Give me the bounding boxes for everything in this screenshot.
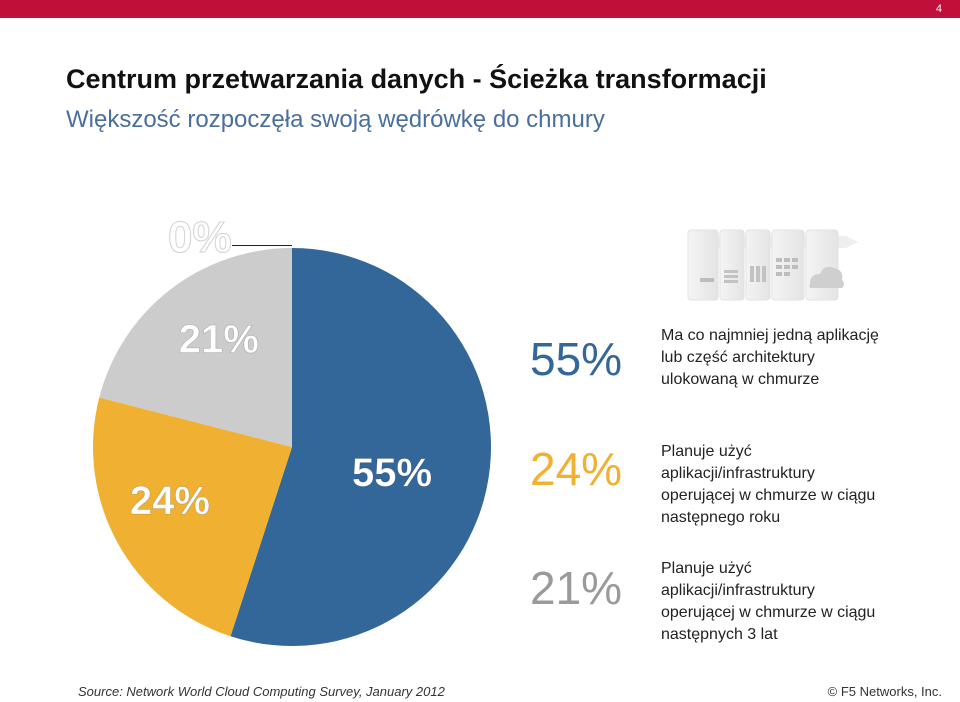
legend-pct-24: 24% <box>530 443 623 495</box>
legend-line: aplikacji/infrastruktury <box>661 465 815 482</box>
slide-title: Centrum przetwarzania danych - Ścieżka t… <box>66 64 767 94</box>
legend-line: operującej w chmurze w ciągu <box>661 487 876 504</box>
legend-pct-55: 55% <box>530 333 623 385</box>
legend-line: Ma co najmniej jedną aplikację <box>661 327 879 344</box>
legend-line: następnego roku <box>661 509 781 526</box>
page-number: 4 <box>935 3 942 15</box>
legend-pct-21: 21% <box>530 562 623 614</box>
legend-text-24: Planuje użyć aplikacji/infrastruktury op… <box>661 441 941 529</box>
zero-percent-label: 0% <box>168 213 233 263</box>
pie-slice-55 <box>230 248 492 647</box>
pie-slice-24 <box>92 397 292 637</box>
pie-label-55: 55% <box>352 451 432 495</box>
pie-label-24: 24% <box>130 479 210 523</box>
legend-line: następnych 3 lat <box>661 626 778 643</box>
legend-line: operującej w chmurze w ciągu <box>661 604 876 621</box>
pie-label-21: 21% <box>179 318 259 362</box>
legend-text-21: Planuje użyć aplikacji/infrastruktury op… <box>661 558 941 646</box>
legend-line: ulokowaną w chmurze <box>661 371 820 388</box>
zero-percent-leader-line <box>232 245 292 246</box>
slide-subtitle: Większość rozpoczęła swoją wędrówkę do c… <box>66 106 605 133</box>
datacenter-cloud-icon <box>687 229 858 301</box>
pie-labels: 55% 24% 21% <box>130 317 433 523</box>
legend-line: Planuje użyć <box>661 560 752 577</box>
legend-text-55: Ma co najmniej jedną aplikację lub część… <box>661 325 941 391</box>
source-note: Source: Network World Cloud Computing Su… <box>78 684 445 699</box>
pie-slices <box>92 248 492 647</box>
legend-line: aplikacji/infrastruktury <box>661 582 815 599</box>
top-brand-bar: 4 <box>0 0 960 18</box>
copyright-note: © F5 Networks, Inc. <box>827 684 942 699</box>
legend-line: lub część architektury <box>661 349 815 366</box>
legend-line: Planuje użyć <box>661 443 752 460</box>
pie-slice-21 <box>99 248 292 447</box>
